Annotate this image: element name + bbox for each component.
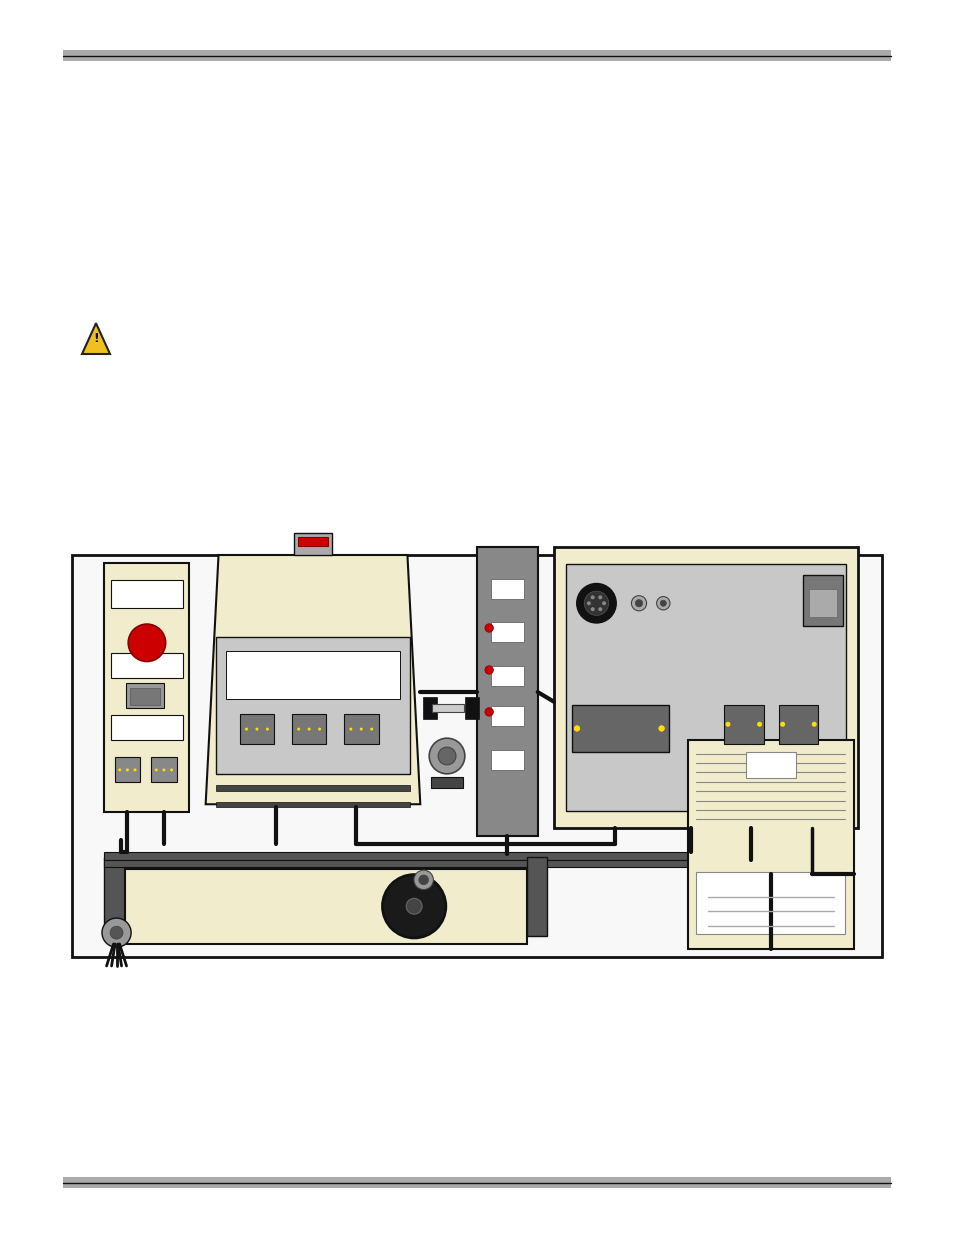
- Bar: [104, 852, 695, 860]
- Bar: [239, 714, 274, 745]
- Circle shape: [590, 608, 594, 611]
- Circle shape: [154, 768, 157, 772]
- Circle shape: [418, 876, 428, 884]
- Circle shape: [658, 725, 664, 731]
- Bar: [112, 580, 182, 608]
- Bar: [687, 740, 853, 948]
- Bar: [490, 622, 523, 642]
- Bar: [294, 532, 332, 555]
- Circle shape: [577, 583, 616, 622]
- Bar: [572, 704, 669, 752]
- Bar: [216, 637, 409, 774]
- Polygon shape: [206, 555, 420, 804]
- Bar: [114, 757, 140, 782]
- Circle shape: [126, 768, 129, 772]
- Circle shape: [631, 595, 646, 611]
- Circle shape: [297, 727, 300, 731]
- Bar: [490, 579, 523, 599]
- Circle shape: [382, 874, 445, 937]
- Circle shape: [349, 727, 352, 731]
- Bar: [112, 653, 182, 678]
- Bar: [343, 714, 378, 745]
- Circle shape: [757, 721, 761, 726]
- Bar: [723, 704, 762, 743]
- Circle shape: [170, 768, 172, 772]
- Circle shape: [724, 721, 730, 726]
- Bar: [125, 868, 526, 944]
- Bar: [104, 563, 190, 813]
- Bar: [126, 683, 164, 708]
- Bar: [216, 802, 409, 808]
- Bar: [695, 872, 844, 935]
- Circle shape: [110, 926, 123, 939]
- Circle shape: [128, 624, 166, 662]
- Bar: [476, 547, 537, 836]
- Bar: [63, 1177, 890, 1188]
- Circle shape: [598, 608, 601, 611]
- Bar: [130, 688, 159, 705]
- Circle shape: [598, 595, 601, 599]
- Polygon shape: [82, 324, 110, 354]
- Circle shape: [133, 768, 136, 772]
- Bar: [802, 576, 841, 626]
- Circle shape: [359, 727, 362, 731]
- Circle shape: [406, 898, 421, 914]
- Circle shape: [317, 727, 321, 731]
- Circle shape: [574, 725, 579, 731]
- Circle shape: [245, 727, 248, 731]
- Bar: [216, 785, 409, 790]
- Bar: [778, 704, 818, 743]
- Bar: [464, 697, 478, 719]
- Circle shape: [437, 747, 456, 764]
- Circle shape: [307, 727, 311, 731]
- Circle shape: [429, 739, 464, 774]
- Circle shape: [811, 721, 816, 726]
- Circle shape: [414, 871, 433, 889]
- Bar: [151, 757, 176, 782]
- Text: !: !: [93, 331, 99, 345]
- Bar: [490, 666, 523, 685]
- Bar: [112, 715, 182, 740]
- Bar: [297, 537, 328, 546]
- Bar: [490, 750, 523, 769]
- Circle shape: [659, 600, 665, 606]
- Bar: [71, 555, 882, 957]
- Bar: [422, 697, 436, 719]
- Bar: [431, 704, 463, 711]
- Bar: [226, 651, 399, 699]
- Circle shape: [255, 727, 258, 731]
- Circle shape: [484, 666, 493, 674]
- Circle shape: [590, 595, 594, 599]
- Circle shape: [656, 597, 669, 610]
- Bar: [490, 706, 523, 726]
- Circle shape: [484, 624, 493, 632]
- Circle shape: [118, 768, 121, 772]
- Bar: [104, 860, 695, 867]
- Bar: [745, 752, 795, 778]
- Circle shape: [574, 725, 579, 731]
- Bar: [554, 547, 857, 829]
- Bar: [808, 589, 836, 618]
- Circle shape: [102, 918, 131, 947]
- Bar: [63, 49, 890, 61]
- Circle shape: [780, 721, 784, 726]
- Bar: [292, 714, 326, 745]
- Bar: [526, 857, 546, 936]
- Circle shape: [658, 725, 664, 731]
- Bar: [104, 857, 125, 936]
- Circle shape: [162, 768, 165, 772]
- Bar: [565, 564, 844, 811]
- Circle shape: [601, 601, 605, 605]
- Circle shape: [266, 727, 269, 731]
- Circle shape: [484, 708, 493, 716]
- Circle shape: [635, 600, 642, 606]
- Circle shape: [370, 727, 373, 731]
- Circle shape: [586, 601, 590, 605]
- Bar: [431, 777, 462, 788]
- Circle shape: [583, 592, 608, 615]
